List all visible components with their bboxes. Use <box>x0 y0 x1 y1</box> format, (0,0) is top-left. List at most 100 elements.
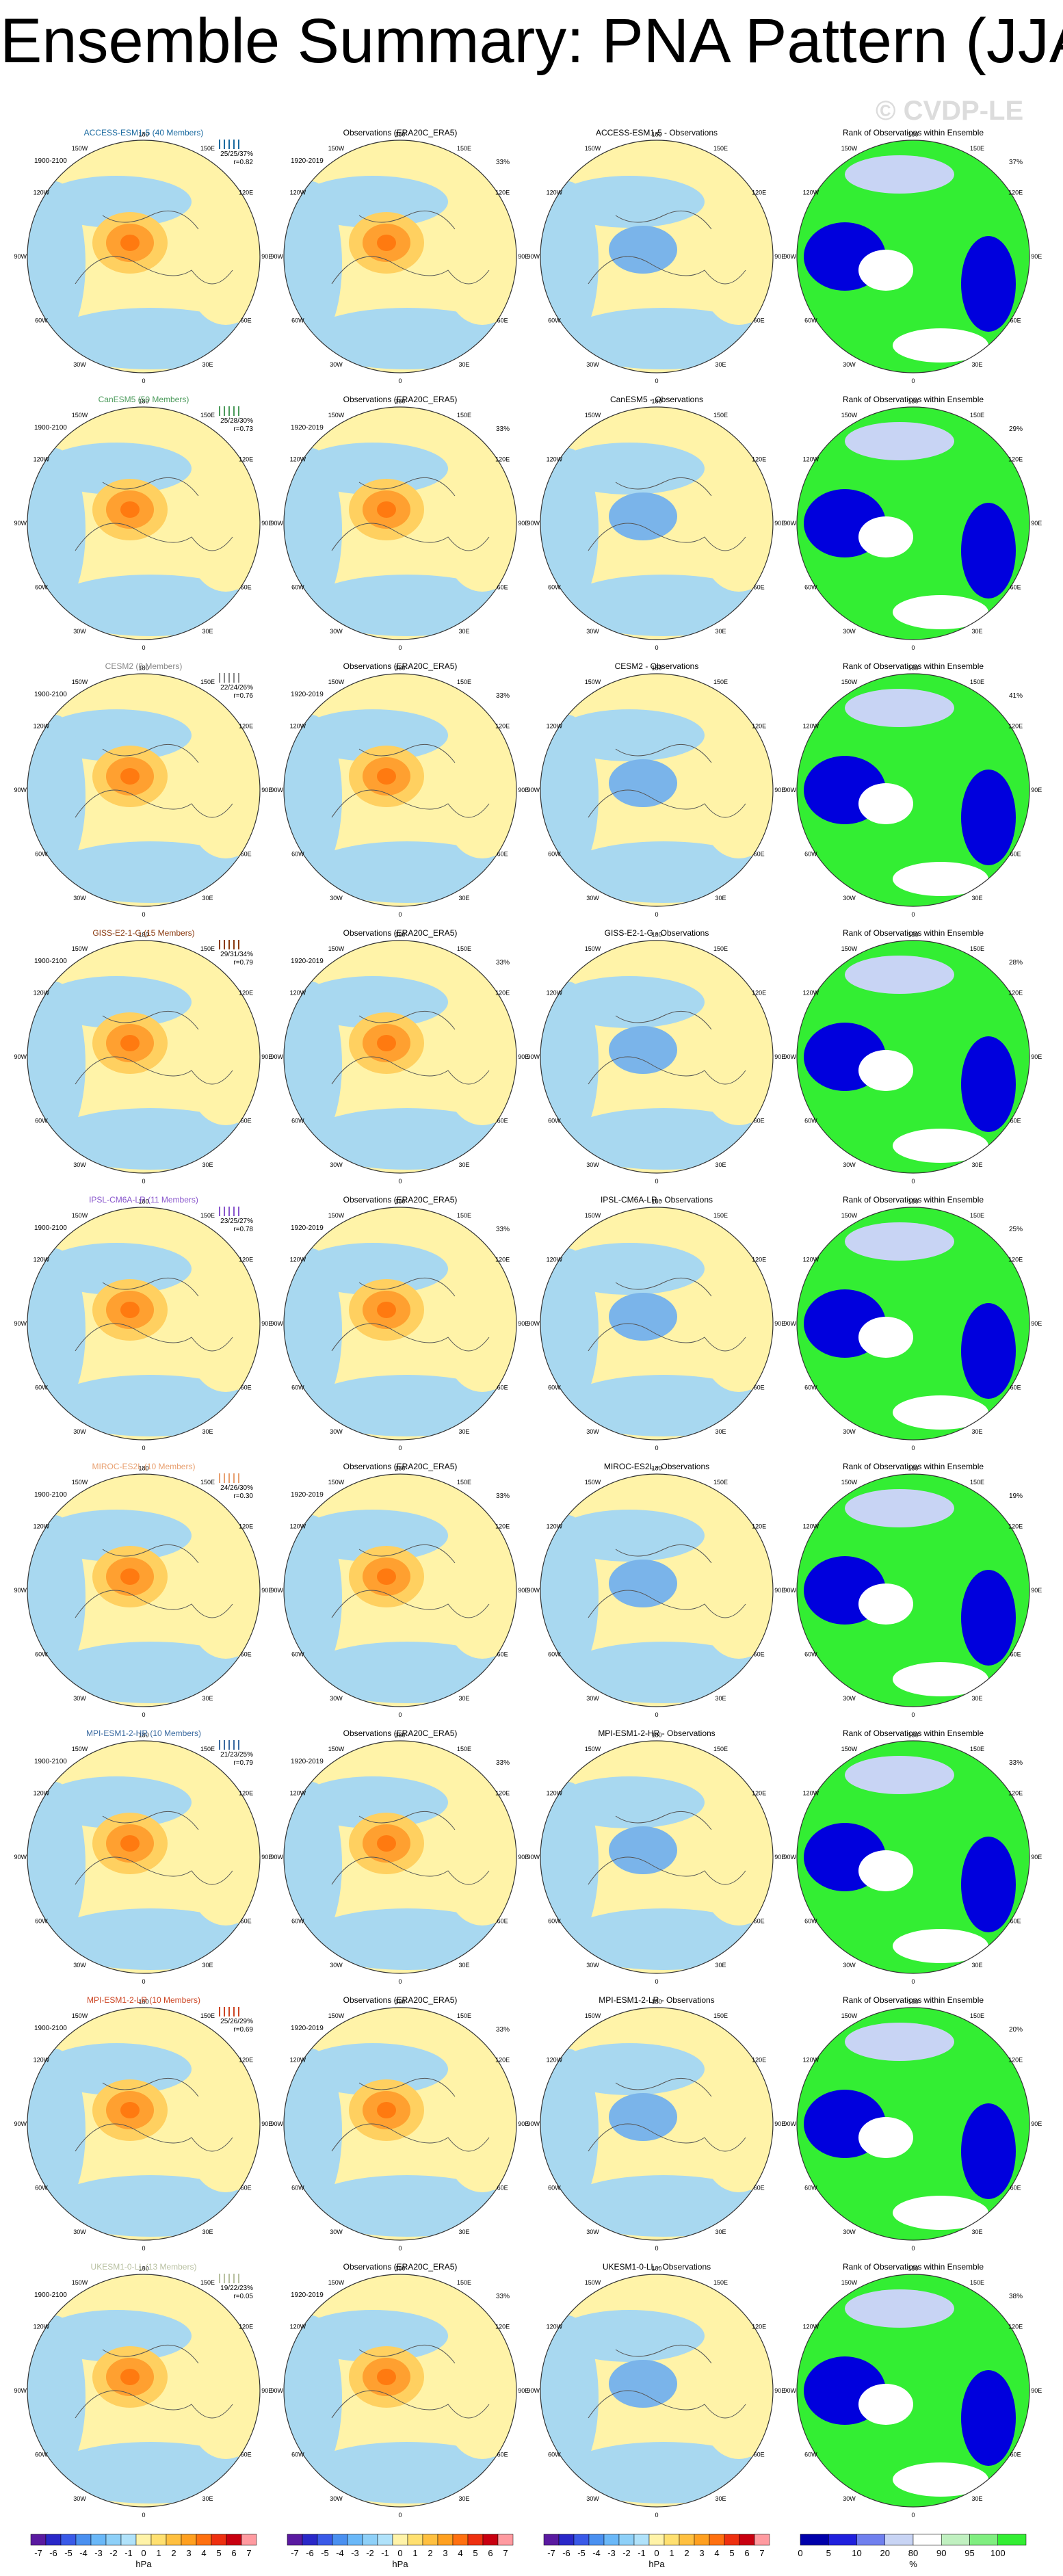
map-panel <box>27 941 260 1173</box>
rank-title: Rank of Observations within Ensemble <box>843 1462 984 1471</box>
longitude-label: 120W <box>290 723 306 730</box>
longitude-label: 60W <box>35 1918 48 1925</box>
rank-title: Rank of Observations within Ensemble <box>843 395 984 404</box>
colorbar-tick: -4 <box>336 2548 344 2558</box>
longitude-label: 180 <box>651 1999 661 2006</box>
spread-bar <box>228 1473 230 1483</box>
longitude-label: 180 <box>651 932 661 938</box>
longitude-label: 30E <box>715 361 726 368</box>
longitude-label: 60W <box>35 1384 48 1391</box>
colorbar-units: hPa <box>648 2559 665 2569</box>
longitude-label: 60E <box>241 1384 252 1391</box>
longitude-label: 120W <box>34 723 50 730</box>
rank-colorbar-tick: 5 <box>826 2548 831 2558</box>
longitude-label: 0 <box>911 1978 915 1985</box>
longitude-label: 0 <box>911 911 915 918</box>
obs-title: Observations (ERA20C_ERA5) <box>343 1195 458 1205</box>
model-title: MPI-ESM1-2-LR (10 Members) <box>87 1995 200 2005</box>
longitude-label: 0 <box>655 1711 658 1718</box>
longitude-label: 180 <box>395 2265 405 2272</box>
longitude-label: 30W <box>586 2495 599 2502</box>
map-border <box>540 140 774 373</box>
longitude-label: 30W <box>586 1161 599 1168</box>
colorbar-swatch <box>482 2534 499 2546</box>
longitude-label: 120E <box>752 1257 766 1263</box>
spread-bar <box>238 1207 239 1216</box>
colorbar-swatch <box>150 2534 167 2546</box>
longitude-label: 60W <box>548 1118 561 1125</box>
longitude-label: 60W <box>35 317 48 324</box>
longitude-label: 60W <box>548 584 561 591</box>
longitude-label: 150E <box>713 945 728 952</box>
map-border <box>540 673 774 907</box>
longitude-label: 150E <box>200 679 215 685</box>
longitude-label: 180 <box>138 1999 148 2006</box>
map-border <box>283 673 517 907</box>
longitude-label: 150W <box>585 145 601 152</box>
longitude-label: 120E <box>495 1790 510 1797</box>
longitude-label: 90E <box>774 1854 785 1861</box>
longitude-label: 180 <box>395 932 405 938</box>
obs-title: Observations (ERA20C_ERA5) <box>343 395 458 404</box>
longitude-label: 180 <box>651 398 661 405</box>
map-panel <box>540 140 773 373</box>
longitude-label: 180 <box>908 1198 918 1205</box>
longitude-label: 30E <box>715 2229 726 2235</box>
map-panel <box>284 407 516 640</box>
longitude-label: 60W <box>35 2185 48 2192</box>
spread-bar <box>233 2007 235 2016</box>
longitude-label: 150W <box>841 1212 858 1219</box>
longitude-label: 30W <box>843 1428 856 1435</box>
longitude-label: 60E <box>241 1118 252 1125</box>
longitude-label: 150W <box>328 145 345 152</box>
longitude-label: 90E <box>774 253 785 260</box>
period-label: 1920-2019 <box>291 2025 324 2032</box>
colorbar-units: hPa <box>392 2559 408 2569</box>
longitude-label: 90W <box>271 1854 284 1861</box>
longitude-label: 60W <box>291 1918 304 1925</box>
period-label: 1920-2019 <box>291 157 324 165</box>
longitude-label: 60W <box>548 2185 561 2192</box>
rank-colorbar-swatch <box>969 2534 998 2546</box>
spread-bar <box>224 1740 225 1750</box>
spread-bar <box>233 1473 235 1483</box>
longitude-label: 120E <box>1008 456 1023 463</box>
colorbar-swatch <box>664 2534 680 2546</box>
longitude-label: 0 <box>398 911 402 918</box>
longitude-label: 30E <box>715 1695 726 1702</box>
longitude-label: 150W <box>841 945 858 952</box>
longitude-label: 90W <box>14 520 27 527</box>
longitude-label: 60W <box>804 584 817 591</box>
longitude-label: 150E <box>713 1746 728 1752</box>
stat-label: 21/23/25% <box>220 1751 253 1759</box>
longitude-label: 60W <box>804 2185 817 2192</box>
longitude-label: 30W <box>586 2229 599 2235</box>
spread-bar <box>238 940 239 949</box>
longitude-label: 180 <box>395 398 405 405</box>
longitude-label: 30E <box>715 2495 726 2502</box>
colorbar-tick: -4 <box>592 2548 601 2558</box>
longitude-label: 90W <box>527 1053 540 1060</box>
longitude-label: 30E <box>458 895 469 902</box>
map-panel <box>284 941 516 1173</box>
map-border <box>27 2007 261 2241</box>
longitude-label: 90E <box>774 2387 785 2394</box>
obs-title: Observations (ERA20C_ERA5) <box>343 128 458 137</box>
map-panel <box>284 674 516 906</box>
spread-bar <box>219 2007 220 2016</box>
longitude-label: 0 <box>398 644 402 651</box>
map-border <box>27 673 261 907</box>
colorbar-tick: 6 <box>744 2548 749 2558</box>
map-panel <box>27 2008 260 2240</box>
rank-title: Rank of Observations within Ensemble <box>843 128 984 137</box>
colorbar-swatch <box>30 2534 47 2546</box>
colorbar-swatch <box>392 2534 408 2546</box>
longitude-label: 120W <box>547 2057 563 2064</box>
colorbar-tick: 2 <box>428 2548 432 2558</box>
map-border <box>283 406 517 640</box>
longitude-label: 0 <box>142 644 145 651</box>
spread-bar <box>238 2274 239 2283</box>
obs-title: Observations (ERA20C_ERA5) <box>343 2262 458 2272</box>
colorbar-swatch <box>377 2534 393 2546</box>
obs-pct-label: 33% <box>496 425 510 433</box>
